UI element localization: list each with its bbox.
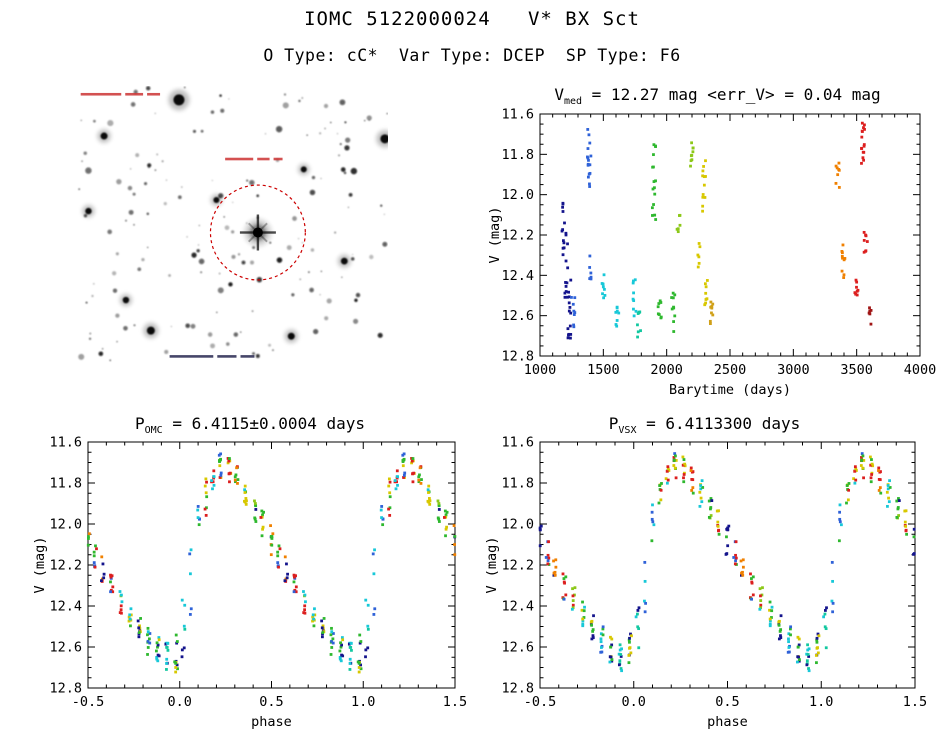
svg-text:V (mag): V (mag) [32,537,48,594]
lightcurve-labels: 1000 1500 2000 2500 3000 3500 4000 11.6 11.8 12.0… [487,107,936,399]
phase-vsx-title-symbol: P [608,414,619,433]
lightcurve-chart: 1000 1500 2000 2500 3000 3500 4000 11.6 11.8 12.0… [487,107,936,399]
svg-text:1.0: 1.0 [351,694,375,710]
phase_vsx-points [538,452,916,673]
finder-chart [76,86,388,364]
phase-vsx-title-value: = 6.4113300 days [636,414,801,433]
svg-text:1.5: 1.5 [903,694,927,710]
phase-vsx-title-subscript: VSX [618,425,637,437]
svg-text:12.4: 12.4 [501,599,534,615]
finder-annotation [80,92,161,96]
svg-text:2500: 2500 [714,362,747,378]
svg-text:12.6: 12.6 [501,308,534,324]
target-star [239,214,276,251]
svg-text:12.8: 12.8 [501,349,534,365]
svg-text:12.8: 12.8 [49,681,82,697]
svg-text:-0.5: -0.5 [524,694,557,710]
svg-text:3000: 3000 [777,362,810,378]
phase_omc-axes [87,441,456,689]
svg-text:12.2: 12.2 [501,228,534,244]
phase_omc-labels: -0.5 0.0 0.5 1.0 1.5 11.6 11.8 12.0 12.2 12.4 12.6… [32,435,467,731]
svg-text:11.6: 11.6 [501,107,534,123]
svg-text:4000: 4000 [904,362,937,378]
svg-text:12.8: 12.8 [501,681,534,697]
lightcurve-axes [539,113,921,357]
phase-vsx-chart: -0.5 0.0 0.5 1.0 1.5 11.6 11.8 12.0 12.2 12.4 12.6… [484,435,927,731]
svg-text:12.4: 12.4 [501,268,534,284]
svg-text:Barytime (days): Barytime (days) [669,382,791,398]
phase_vsx-labels: -0.5 0.0 0.5 1.0 1.5 11.6 11.8 12.0 12.2 12.4 12.6… [484,435,927,731]
svg-text:-0.5: -0.5 [72,694,105,710]
svg-text:phase: phase [707,714,748,730]
svg-text:V (mag): V (mag) [484,537,500,594]
svg-text:1500: 1500 [587,362,620,378]
phase-omc-title-symbol: P [135,414,145,433]
svg-text:0.0: 0.0 [622,694,646,710]
svg-text:11.8: 11.8 [49,476,82,492]
lightcurve-title: Vmed = 12.27 mag <err_V> = 0.04 mag [495,85,940,107]
svg-text:1000: 1000 [524,362,557,378]
phase-omc-title: POMC = 6.4115±0.0004 days [30,414,470,436]
finder-annotation [169,355,255,358]
svg-text:12.6: 12.6 [49,640,82,656]
svg-text:12.6: 12.6 [501,640,534,656]
svg-text:11.6: 11.6 [501,435,534,451]
svg-text:V (mag): V (mag) [487,207,503,264]
svg-text:3500: 3500 [840,362,873,378]
phase-omc-title-value: = 6.4115±0.0004 days [162,414,365,433]
svg-text:2000: 2000 [650,362,683,378]
svg-text:0.5: 0.5 [259,694,283,710]
svg-text:1.0: 1.0 [809,694,833,710]
phase_omc-points [86,452,457,674]
lightcurve-title-subscript: med [563,96,583,108]
target-circle [209,184,306,281]
lightcurve-title-value: = 12.27 mag <err_V> = 0.04 mag [582,85,881,104]
svg-text:12.0: 12.0 [49,517,82,533]
svg-text:11.8: 11.8 [501,147,534,163]
finder-annotation [225,157,283,161]
phase-omc-chart: -0.5 0.0 0.5 1.0 1.5 11.6 11.8 12.0 12.2 12.4 12.6… [32,435,467,731]
svg-text:phase: phase [251,714,292,730]
phase_vsx-axes [539,441,916,689]
phase-vsx-title: PVSX = 6.4113300 days [482,414,927,436]
svg-text:12.2: 12.2 [501,558,534,574]
page-subtitle: O Type: cC* Var Type: DCEP SP Type: F6 [263,46,681,65]
svg-text:0.5: 0.5 [715,694,739,710]
phase-omc-title-subscript: OMC [144,425,163,437]
lightcurve-title-symbol: V [554,85,564,104]
svg-text:0.0: 0.0 [168,694,192,710]
svg-text:1.5: 1.5 [443,694,467,710]
lightcurve-points [560,121,873,340]
page-title: IOMC 5122000024 V* BX Sct [304,8,640,30]
svg-text:12.2: 12.2 [49,558,82,574]
svg-text:12.0: 12.0 [501,517,534,533]
svg-text:11.6: 11.6 [49,435,82,451]
svg-text:12.0: 12.0 [501,187,534,203]
svg-text:11.8: 11.8 [501,476,534,492]
svg-text:12.4: 12.4 [49,599,82,615]
